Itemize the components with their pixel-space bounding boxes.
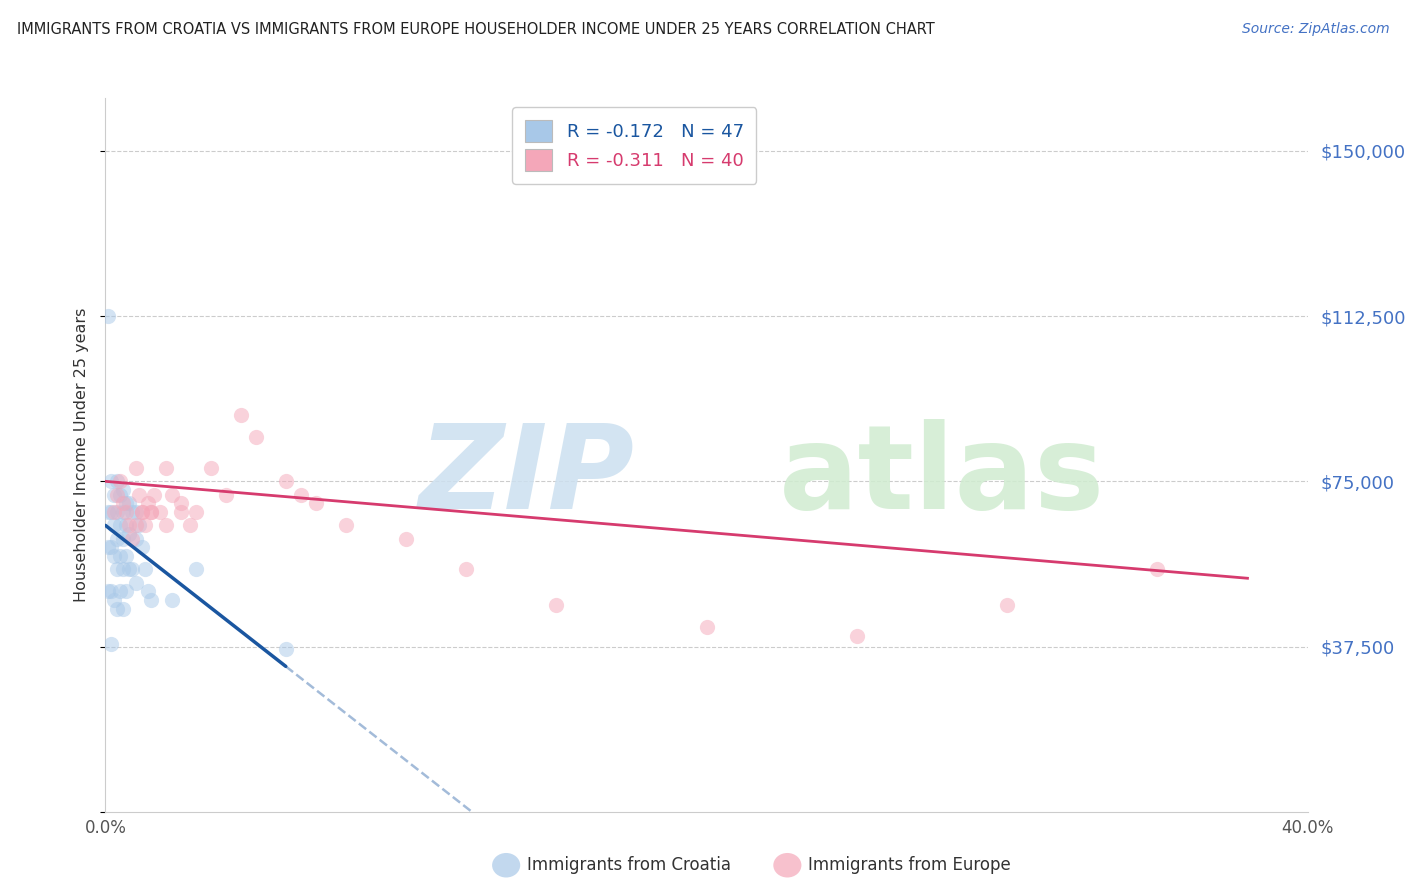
Point xyxy=(115,549,138,564)
Point xyxy=(169,496,191,510)
Point xyxy=(1146,562,1168,576)
Point xyxy=(112,505,135,519)
Point xyxy=(200,461,222,475)
Point xyxy=(97,541,120,555)
Text: IMMIGRANTS FROM CROATIA VS IMMIGRANTS FROM EUROPE HOUSEHOLDER INCOME UNDER 25 YE: IMMIGRANTS FROM CROATIA VS IMMIGRANTS FR… xyxy=(17,22,935,37)
Point xyxy=(103,549,125,564)
Point xyxy=(155,461,177,475)
Point xyxy=(103,487,125,501)
Point xyxy=(845,628,868,642)
Point xyxy=(110,475,132,489)
Point xyxy=(112,483,135,498)
Point xyxy=(112,602,135,616)
Text: atlas: atlas xyxy=(779,419,1105,533)
Point xyxy=(184,562,207,576)
Point xyxy=(107,562,129,576)
Point xyxy=(335,518,357,533)
Text: ZIP: ZIP xyxy=(419,419,634,533)
Point xyxy=(110,487,132,501)
Point xyxy=(103,593,125,607)
Point xyxy=(395,532,418,546)
Point xyxy=(121,532,143,546)
Point xyxy=(134,518,156,533)
Point xyxy=(124,575,146,590)
Point xyxy=(290,487,312,501)
Point xyxy=(110,518,132,533)
Point xyxy=(100,637,122,651)
Point xyxy=(121,505,143,519)
Point xyxy=(274,641,297,656)
Point xyxy=(305,496,328,510)
Point xyxy=(160,593,183,607)
Point xyxy=(115,518,138,533)
Point xyxy=(124,461,146,475)
Point xyxy=(131,505,153,519)
Point xyxy=(97,505,120,519)
Point xyxy=(97,309,120,323)
Point xyxy=(110,584,132,599)
Point xyxy=(107,487,129,501)
Point xyxy=(229,409,252,423)
Point xyxy=(155,518,177,533)
Point xyxy=(115,496,138,510)
Point xyxy=(115,505,138,519)
Text: Source: ZipAtlas.com: Source: ZipAtlas.com xyxy=(1241,22,1389,37)
Text: Immigrants from Croatia: Immigrants from Croatia xyxy=(527,856,731,874)
Point xyxy=(139,505,162,519)
Point xyxy=(124,532,146,546)
Point xyxy=(995,598,1018,612)
Point xyxy=(110,549,132,564)
Point xyxy=(546,598,568,612)
Point xyxy=(103,505,125,519)
Point xyxy=(134,562,156,576)
Point xyxy=(136,496,159,510)
Point xyxy=(139,593,162,607)
Point xyxy=(169,505,191,519)
Point xyxy=(128,518,150,533)
Point xyxy=(118,518,141,533)
Point xyxy=(184,505,207,519)
Point xyxy=(112,496,135,510)
Ellipse shape xyxy=(773,853,801,878)
Point xyxy=(139,505,162,519)
Point xyxy=(124,518,146,533)
Point xyxy=(100,505,122,519)
Point xyxy=(136,584,159,599)
Point xyxy=(103,518,125,533)
Point xyxy=(100,584,122,599)
Point xyxy=(131,505,153,519)
Text: Immigrants from Europe: Immigrants from Europe xyxy=(808,856,1011,874)
Point xyxy=(118,496,141,510)
Point xyxy=(454,562,477,576)
Point xyxy=(115,584,138,599)
Point xyxy=(148,505,170,519)
Point xyxy=(100,475,122,489)
Point xyxy=(214,487,236,501)
Point xyxy=(118,527,141,541)
Point xyxy=(179,518,201,533)
Point xyxy=(160,487,183,501)
Point xyxy=(100,541,122,555)
Point xyxy=(124,505,146,519)
Point xyxy=(107,602,129,616)
Y-axis label: Householder Income Under 25 years: Householder Income Under 25 years xyxy=(75,308,90,602)
Point xyxy=(118,562,141,576)
Point xyxy=(274,475,297,489)
Point xyxy=(107,532,129,546)
Point xyxy=(131,541,153,555)
Point xyxy=(245,430,267,444)
Point xyxy=(97,584,120,599)
Point xyxy=(142,487,165,501)
Point xyxy=(112,532,135,546)
Point xyxy=(112,562,135,576)
Point xyxy=(107,475,129,489)
Point xyxy=(696,620,718,634)
Ellipse shape xyxy=(492,853,520,878)
Point xyxy=(107,505,129,519)
Legend: R = -0.172   N = 47, R = -0.311   N = 40: R = -0.172 N = 47, R = -0.311 N = 40 xyxy=(512,107,756,184)
Point xyxy=(128,487,150,501)
Point xyxy=(121,562,143,576)
